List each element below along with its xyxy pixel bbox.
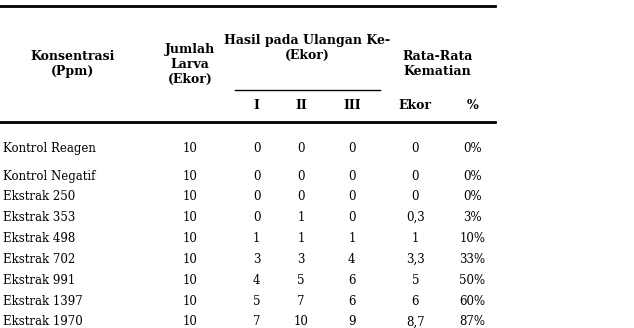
Text: 50%: 50% <box>459 274 486 287</box>
Text: Konsentrasi
(Ppm): Konsentrasi (Ppm) <box>30 50 115 78</box>
Text: 0: 0 <box>297 142 305 155</box>
Text: 1: 1 <box>253 232 261 245</box>
Text: 0: 0 <box>348 191 356 203</box>
Text: 6: 6 <box>348 295 356 308</box>
Text: 3,3: 3,3 <box>406 253 425 266</box>
Text: 6: 6 <box>348 274 356 287</box>
Text: 0: 0 <box>253 170 261 183</box>
Text: 0: 0 <box>411 142 419 155</box>
Text: 7: 7 <box>297 295 305 308</box>
Text: 60%: 60% <box>459 295 486 308</box>
Text: 4: 4 <box>348 253 356 266</box>
Text: 10: 10 <box>183 232 198 245</box>
Text: 0%: 0% <box>463 170 482 183</box>
Text: Ekstrak 1397: Ekstrak 1397 <box>3 295 83 308</box>
Text: 0,3: 0,3 <box>406 211 425 224</box>
Text: 0: 0 <box>348 211 356 224</box>
Text: 10%: 10% <box>459 232 486 245</box>
Text: 10: 10 <box>183 211 198 224</box>
Text: Ekstrak 250: Ekstrak 250 <box>3 191 75 203</box>
Text: 0: 0 <box>253 142 261 155</box>
Text: 10: 10 <box>183 170 198 183</box>
Text: 10: 10 <box>183 295 198 308</box>
Text: 7: 7 <box>253 315 261 328</box>
Text: %: % <box>467 99 478 112</box>
Text: 4: 4 <box>253 274 261 287</box>
Text: Ekstrak 1970: Ekstrak 1970 <box>3 315 83 328</box>
Text: 8,7: 8,7 <box>406 315 425 328</box>
Text: 0: 0 <box>253 211 261 224</box>
Text: 3: 3 <box>253 253 261 266</box>
Text: 0: 0 <box>411 191 419 203</box>
Text: Ekstrak 498: Ekstrak 498 <box>3 232 75 245</box>
Text: 0: 0 <box>253 191 261 203</box>
Text: 5: 5 <box>253 295 261 308</box>
Text: 10: 10 <box>183 274 198 287</box>
Text: 3%: 3% <box>463 211 482 224</box>
Text: 0: 0 <box>411 170 419 183</box>
Text: Ekor: Ekor <box>399 99 432 112</box>
Text: 1: 1 <box>411 232 419 245</box>
Text: Jumlah
Larva
(Ekor): Jumlah Larva (Ekor) <box>165 43 216 86</box>
Text: 5: 5 <box>297 274 305 287</box>
Text: Kontrol Negatif: Kontrol Negatif <box>3 170 96 183</box>
Text: 6: 6 <box>411 295 419 308</box>
Text: I: I <box>254 99 260 112</box>
Text: 10: 10 <box>183 142 198 155</box>
Text: Hasil pada Ulangan Ke-
(Ekor): Hasil pada Ulangan Ke- (Ekor) <box>224 34 391 62</box>
Text: 0: 0 <box>297 170 305 183</box>
Text: Ekstrak 353: Ekstrak 353 <box>3 211 75 224</box>
Text: 33%: 33% <box>459 253 486 266</box>
Text: 0: 0 <box>348 142 356 155</box>
Text: 5: 5 <box>411 274 419 287</box>
Text: 1: 1 <box>297 232 305 245</box>
Text: III: III <box>343 99 361 112</box>
Text: 10: 10 <box>183 315 198 328</box>
Text: Ekstrak 991: Ekstrak 991 <box>3 274 75 287</box>
Text: 0: 0 <box>297 191 305 203</box>
Text: 10: 10 <box>294 315 309 328</box>
Text: 0%: 0% <box>463 142 482 155</box>
Text: 1: 1 <box>297 211 305 224</box>
Text: II: II <box>295 99 307 112</box>
Text: 10: 10 <box>183 191 198 203</box>
Text: 0%: 0% <box>463 191 482 203</box>
Text: 3: 3 <box>297 253 305 266</box>
Text: Rata-Rata
Kematian: Rata-Rata Kematian <box>402 50 473 78</box>
Text: 10: 10 <box>183 253 198 266</box>
Text: Ekstrak 702: Ekstrak 702 <box>3 253 75 266</box>
Text: Kontrol Reagen: Kontrol Reagen <box>3 142 96 155</box>
Text: 9: 9 <box>348 315 356 328</box>
Text: 1: 1 <box>348 232 356 245</box>
Text: 87%: 87% <box>459 315 486 328</box>
Text: 0: 0 <box>348 170 356 183</box>
